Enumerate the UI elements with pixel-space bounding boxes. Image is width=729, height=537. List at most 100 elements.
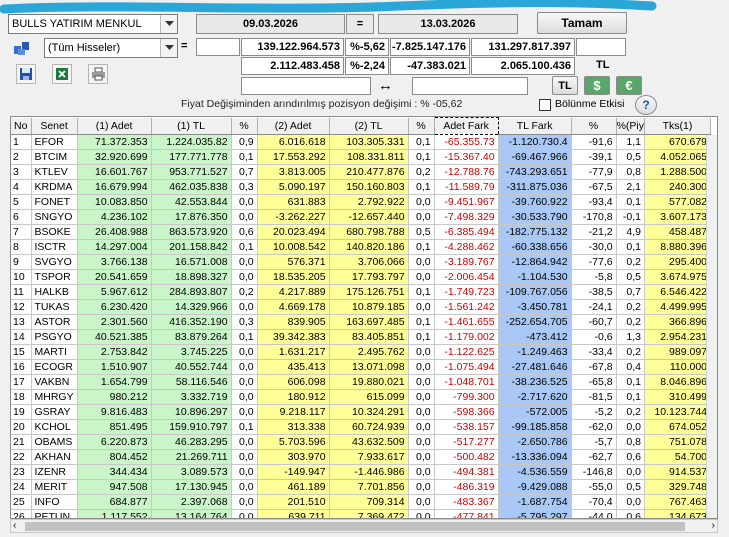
table-cell: 17.876.350 [151, 209, 232, 225]
table-cell: 5.703.596 [257, 434, 330, 450]
table-cell: 10 [11, 269, 32, 285]
table-cell: -5.795.297 [498, 509, 572, 518]
table-cell: 20 [11, 419, 32, 435]
table-row[interactable]: 20 KCHOL 851.495 159.910.797 0,1 313.338 60.72… [11, 419, 712, 435]
table-row[interactable]: 10 TSPOR 20.541.659 18.898.327 0,0 18.535.205… [11, 269, 712, 285]
apply-button[interactable]: Tamam [537, 12, 627, 34]
currency-eur-button[interactable]: € [616, 76, 642, 95]
table-cell: 680.798.788 [329, 224, 409, 240]
table-cell: 0,0 [231, 434, 258, 450]
table-row[interactable]: 3 KTLEV 16.601.767 953.771.527 0,7 3.813.005 2… [11, 164, 712, 180]
column-header[interactable]: % [408, 117, 435, 135]
table-cell: 0,0 [231, 209, 258, 225]
table-cell: -6.385.494 [434, 224, 499, 240]
help-button[interactable]: ? [635, 95, 657, 115]
table-cell: SVGYO [31, 254, 78, 270]
summary-r2-v1: 2.112.483.458 [241, 57, 344, 75]
end-date-field[interactable]: 13.03.2026 [378, 14, 518, 34]
table-cell: -24,1 [571, 299, 617, 315]
table-row[interactable]: 17 VAKBN 1.654.799 58.116.546 0,0 606.098 19.8… [11, 374, 712, 390]
table-row[interactable]: 18 MHRGY 980.212 3.332.719 0,0 180.912 615.099… [11, 389, 712, 405]
printer-icon[interactable] [88, 64, 108, 84]
table-row[interactable]: 5 FONET 10.083.850 42.553.844 0,0 631.883 2.79… [11, 194, 712, 210]
column-header[interactable]: Tks(1) [644, 117, 712, 135]
table-cell: -60.338.656 [498, 239, 572, 255]
table-cell: -2.006.454 [434, 269, 499, 285]
table-row[interactable]: 21 OBAMS 6.220.873 46.283.295 0,0 5.703.596 43… [11, 434, 712, 450]
currency-usd-button[interactable]: $ [584, 76, 610, 95]
table-cell: -1.446.986 [329, 464, 409, 480]
currency-tl-button[interactable]: TL [552, 76, 578, 95]
table-cell: -12.788.76 [434, 164, 499, 180]
stocks-icon[interactable] [12, 38, 32, 58]
table-cell: 159.910.797 [151, 419, 232, 435]
table-cell: -3.262.227 [257, 209, 330, 225]
table-row[interactable]: 22 AKHAN 804.452 21.269.711 0,0 303.970 7.933.… [11, 449, 712, 465]
chevron-down-icon[interactable] [160, 15, 177, 33]
table-cell: -252.654.705 [498, 314, 572, 330]
excel-icon[interactable] [52, 64, 72, 84]
table-row[interactable]: 16 ECOGR 1.510.907 40.552.744 0,0 435.413 13.0… [11, 359, 712, 375]
table-row[interactable]: 9 SVGYO 3.766.138 16.571.008 0,0 576.371 3.706… [11, 254, 712, 270]
column-header[interactable]: (1) Adet [77, 117, 152, 135]
column-header[interactable]: (2) TL [329, 117, 409, 135]
vertical-scrollbar[interactable] [706, 135, 717, 518]
table-row[interactable]: 23 IZENR 344.434 3.089.573 0,0 -149.947 -1.446… [11, 464, 712, 480]
table-cell: 26.408.988 [77, 224, 152, 240]
table-cell: 1.288.500 [644, 164, 712, 180]
table-row[interactable]: 12 TUKAS 6.230.420 14.329.966 0,0 4.669.178 10… [11, 299, 712, 315]
split-effect-checkbox[interactable] [539, 99, 551, 111]
table-row[interactable]: 15 MARTI 2.753.842 3.745.225 0,0 1.631.217 2.4… [11, 344, 712, 360]
table-cell: -799.300 [434, 389, 499, 405]
table-cell: 0,1 [616, 239, 646, 255]
broker-select[interactable]: BULLS YATIRIM MENKUL [8, 14, 178, 34]
column-header[interactable]: TL Fark [498, 117, 572, 135]
column-header[interactable]: No [11, 117, 32, 135]
table-row[interactable]: 13 ASTOR 2.301.560 416.352.190 0,3 839.905 163… [11, 314, 712, 330]
table-cell: 0,6 [231, 224, 258, 240]
table-cell: 416.352.190 [151, 314, 232, 330]
horizontal-scrollbar[interactable]: ‹ › [10, 519, 718, 533]
table-cell: 14.329.966 [151, 299, 232, 315]
column-header[interactable]: Senet [31, 117, 78, 135]
table-cell: ISCTR [31, 239, 78, 255]
scribble-mark [0, 0, 657, 14]
table-row[interactable]: 24 MERIT 947.508 17.130.945 0,0 461.189 7.701.… [11, 479, 712, 495]
column-header[interactable]: % [231, 117, 258, 135]
save-icon[interactable] [16, 64, 36, 84]
chevron-down-icon[interactable] [160, 39, 177, 57]
scroll-left-icon[interactable]: ‹ [13, 520, 17, 531]
scrollbar-thumb[interactable] [25, 522, 685, 531]
table-cell: -67,8 [571, 359, 617, 375]
table-cell: 0,0 [231, 269, 258, 285]
table-row[interactable]: 2 BTCIM 32.920.699 177.771.778 0,1 17.553.292… [11, 149, 712, 165]
column-header[interactable]: %(Piy [616, 117, 646, 135]
scroll-right-icon[interactable]: › [711, 520, 715, 531]
table-row[interactable]: 26 PETUN 1.117.552 13.164.764 0,0 639.711 7.36… [11, 509, 712, 518]
table-cell: 851.495 [77, 419, 152, 435]
column-header[interactable]: Adet Fark [433, 117, 499, 135]
table-cell: 284.893.807 [151, 284, 232, 300]
table-row[interactable]: 8 ISCTR 14.297.004 201.158.842 0,1 10.008.542… [11, 239, 712, 255]
table-row[interactable]: 14 PSGYO 40.521.385 83.879.264 0,1 39.342.383… [11, 329, 712, 345]
table-cell: -4.288.462 [434, 239, 499, 255]
table-row[interactable]: 4 KRDMA 16.679.994 462.035.838 0,3 5.090.197 1… [11, 179, 712, 195]
range-from-input[interactable] [241, 77, 371, 95]
table-cell: 0,0 [408, 434, 435, 450]
table-cell: 0,1 [231, 149, 258, 165]
table-cell: MHRGY [31, 389, 78, 405]
table-row[interactable]: 19 GSRAY 9.816.483 10.896.297 0,0 9.218.117 10… [11, 404, 712, 420]
table-row[interactable]: 1 EFOR 71.372.353 1.224.035.82 0,9 6.016.618 1… [11, 134, 712, 150]
column-header[interactable]: (2) Adet [257, 117, 330, 135]
range-to-input[interactable] [412, 77, 528, 95]
start-date-field[interactable]: 09.03.2026 [196, 14, 345, 34]
table-row[interactable]: 25 INFO 684.877 2.397.068 0,0 201.510 709.314 0… [11, 494, 712, 510]
stock-filter-select[interactable]: (Tüm Hisseler) [44, 38, 178, 58]
table-cell: 295.400 [644, 254, 712, 270]
table-row[interactable]: 11 HALKB 5.967.612 284.893.807 0,2 4.217.889 1… [11, 284, 712, 300]
table-row[interactable]: 7 BSOKE 26.408.988 863.573.920 0,6 20.023.494… [11, 224, 712, 240]
column-header[interactable]: % [571, 117, 617, 135]
column-header[interactable]: (1) TL [151, 117, 232, 135]
table-row[interactable]: 6 SNGYO 4.236.102 17.876.350 0,0 -3.262.227 -1… [11, 209, 712, 225]
table-cell: 175.126.751 [329, 284, 409, 300]
